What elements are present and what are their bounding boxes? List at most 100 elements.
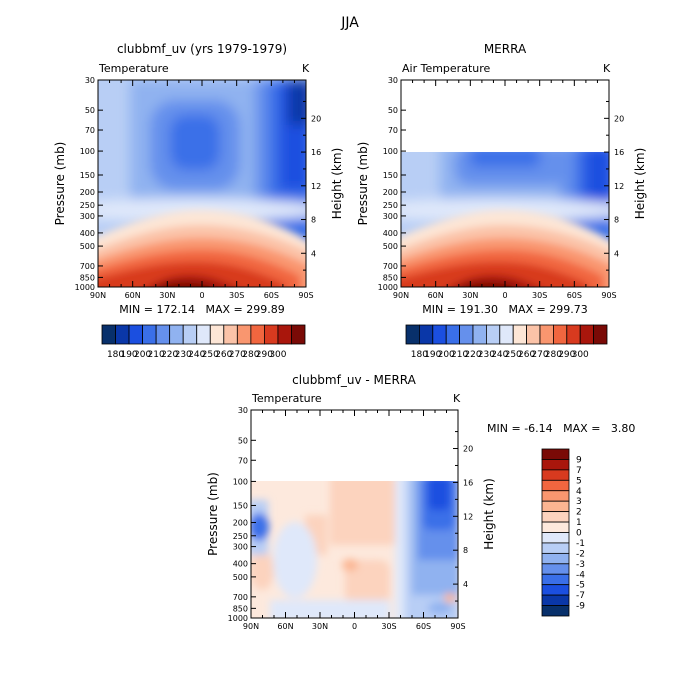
colorbar-box (155, 324, 171, 345)
colorbar-box (236, 324, 252, 345)
height-tick-label: 4 (614, 249, 619, 258)
pressure-tick-label: 850 (233, 604, 248, 613)
colorbar-box (277, 324, 292, 345)
colorbar-box (196, 324, 211, 345)
panel-difference-max: 3.80 (611, 422, 636, 435)
lat-tick-label: 60S (264, 291, 279, 300)
colorbar-box (541, 542, 570, 554)
colorbar-box (263, 324, 279, 345)
colorbar-label: 290 (558, 350, 575, 360)
colorbar-label: 190 (424, 350, 441, 360)
colorbar-label: 220 (161, 350, 178, 360)
panel-merra-warm-layers (401, 210, 609, 287)
lat-tick-label: 60N (125, 291, 141, 300)
lat-tick-label: 90N (243, 622, 259, 631)
colorbar-box (101, 324, 116, 345)
panel-model: clubbmf_uv (yrs 1979-1979) Temperature K (53, 42, 344, 360)
colorbar-box (541, 605, 570, 617)
lat-tick-label: 60S (416, 622, 431, 631)
panel-merra-title: MERRA (484, 42, 527, 56)
pressure-tick-label: 150 (383, 171, 398, 180)
height-tick-label: 4 (463, 580, 468, 589)
height-tick-label: 12 (614, 182, 624, 191)
pressure-tick-label: 500 (233, 573, 248, 582)
pressure-tick-label: 70 (238, 456, 248, 465)
pressure-tick-label: 150 (233, 501, 248, 510)
panel-difference-units: K (453, 392, 461, 405)
colorbar-label: 240 (188, 350, 205, 360)
lat-tick-label: 90S (298, 291, 313, 300)
colorbar-box (553, 324, 568, 345)
colorbar-label: 260 (215, 350, 232, 360)
colorbar-label: 210 (148, 350, 165, 360)
lat-tick-label: 30S (381, 622, 396, 631)
figure-title: JJA (340, 15, 359, 31)
height-tick-label: 20 (463, 445, 473, 454)
colorbar-box (250, 324, 265, 345)
colorbar-box (459, 324, 474, 345)
colorbar-label: 270 (531, 350, 548, 360)
height-tick-label: 16 (614, 148, 624, 157)
colorbar-box (541, 469, 570, 481)
colorbar-box (169, 324, 184, 345)
panel-model-field (98, 80, 306, 287)
colorbar-label: 200 (134, 350, 151, 360)
pressure-tick-label: 500 (383, 242, 398, 251)
colorbar-label: 190 (120, 350, 137, 360)
colorbar-box (541, 563, 570, 575)
height-tick-label: 16 (463, 478, 473, 487)
lat-tick-label: 90S (450, 622, 465, 631)
colorbar-label: 270 (229, 350, 246, 360)
lat-tick-label: 90N (90, 291, 106, 300)
lat-tick-label: 30N (159, 291, 175, 300)
panel-model-title: clubbmf_uv (yrs 1979-1979) (117, 42, 287, 56)
colorbar-box (115, 324, 130, 345)
colorbar-box (541, 532, 570, 544)
panel-difference-min: -6.14 (524, 422, 552, 435)
pressure-tick-label: 500 (80, 242, 95, 251)
colorbar-box (432, 324, 447, 345)
panel-difference-variable: Temperature (251, 392, 322, 405)
pressure-axis-label: Pressure (mb) (206, 472, 220, 556)
colorbar-label: 250 (505, 350, 522, 360)
colorbar-box (209, 324, 225, 345)
lat-tick-label: 60N (277, 622, 293, 631)
pressure-tick-label: 100 (80, 147, 95, 156)
pressure-tick-label: 50 (85, 106, 95, 115)
panel-merra-units: K (603, 62, 611, 75)
pressure-tick-label: 50 (388, 106, 398, 115)
pressure-tick-label: 400 (80, 229, 95, 238)
colorbar-label: 290 (256, 350, 273, 360)
colorbar-label: 0 (576, 529, 582, 539)
height-tick-label: 12 (311, 182, 321, 191)
height-axis-label: Height (km) (633, 148, 647, 219)
pressure-tick-label: 30 (388, 76, 398, 85)
colorbar-label: 260 (518, 350, 535, 360)
pressure-tick-label: 100 (233, 477, 248, 486)
panel-difference-title: clubbmf_uv - MERRA (292, 373, 416, 387)
colorbar-label: 1 (576, 518, 582, 528)
colorbar-label: 250 (202, 350, 219, 360)
pressure-tick-label: 200 (80, 188, 95, 197)
pressure-tick-label: 700 (80, 262, 95, 271)
colorbar-label: 210 (451, 350, 468, 360)
colorbar-label: 3 (576, 497, 582, 507)
colorbar-box (541, 552, 570, 565)
height-tick-label: 8 (614, 216, 619, 225)
colorbar-box (291, 324, 306, 345)
colorbar-box (541, 584, 570, 596)
pressure-tick-label: 250 (383, 201, 398, 210)
panel-difference-max-label: MAX = (563, 422, 600, 435)
colorbar-box (526, 324, 541, 345)
panel-merra-minmax: MIN = 191.30 MAX = 299.73 (422, 303, 587, 316)
height-tick-label: 4 (311, 249, 316, 258)
panel-model-min: MIN = 172.14 (119, 303, 195, 316)
colorbar-label: 300 (269, 350, 286, 360)
colorbar-box (541, 459, 570, 471)
colorbar-label: 220 (464, 350, 481, 360)
pressure-tick-label: 200 (383, 188, 398, 197)
panel-difference-minmax: MIN = -6.14 MAX = 3.80 (487, 422, 635, 435)
lat-tick-label: 30N (462, 291, 478, 300)
